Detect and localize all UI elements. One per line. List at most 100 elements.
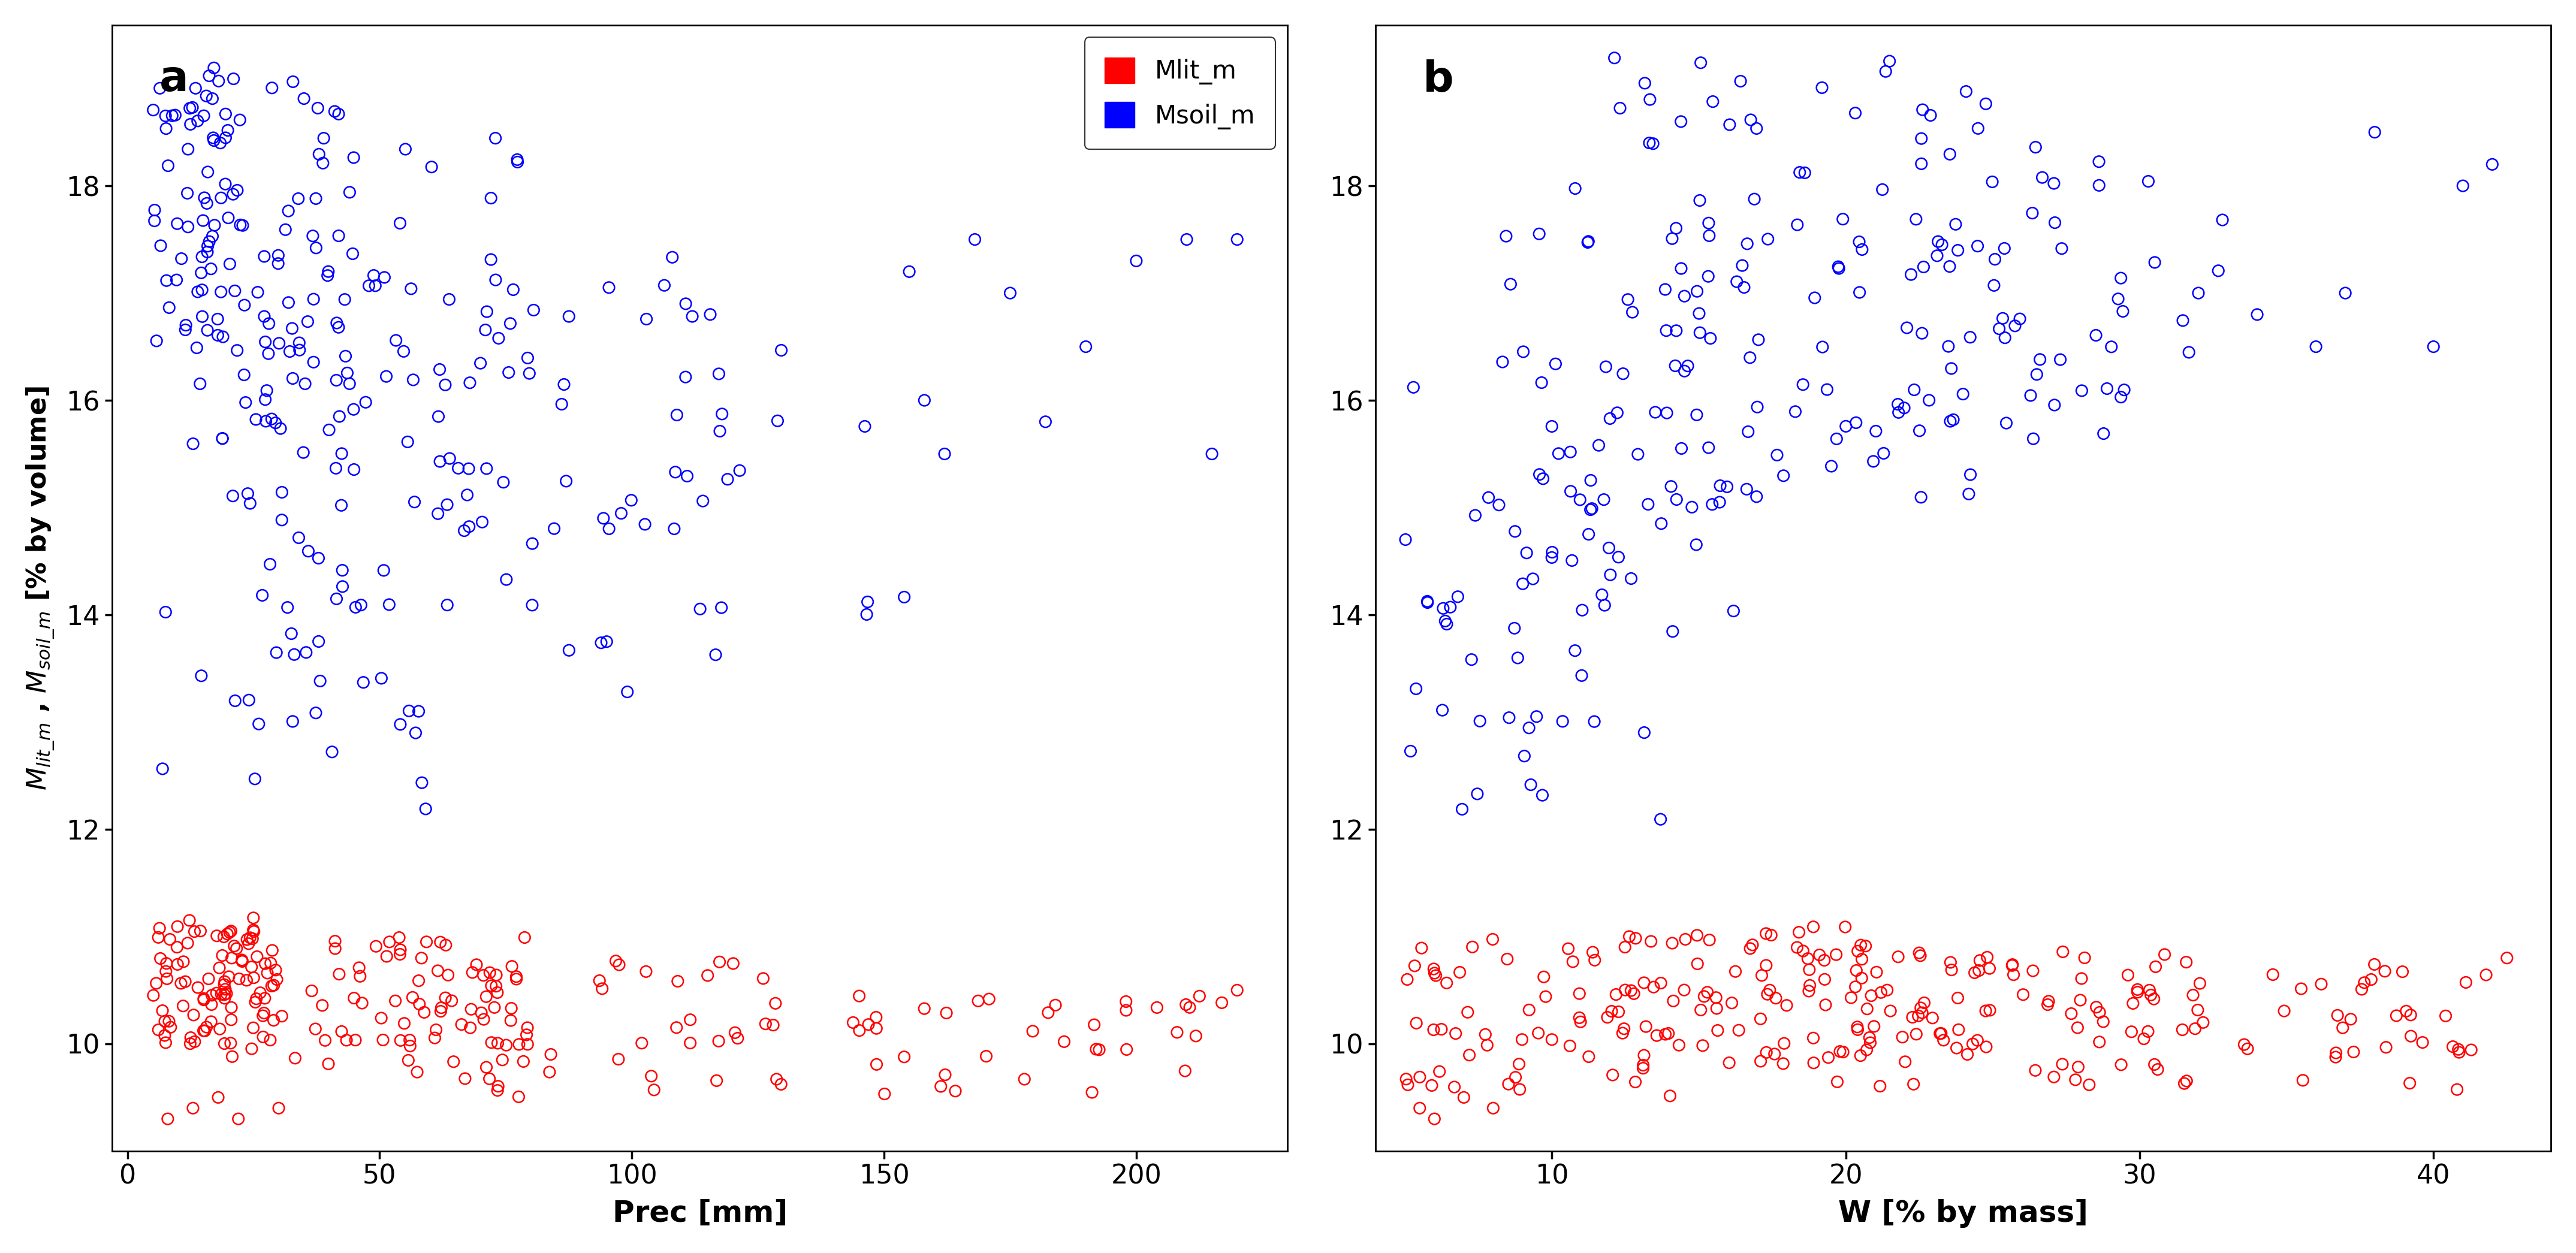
Point xyxy=(701,403,742,424)
Point xyxy=(2470,154,2512,174)
Point xyxy=(1569,1046,1610,1066)
Point xyxy=(1909,390,1950,410)
Point xyxy=(193,130,234,150)
Point xyxy=(415,1020,456,1040)
Point xyxy=(1422,599,1463,619)
Point xyxy=(505,927,546,947)
Point xyxy=(1677,405,1718,425)
Point xyxy=(188,66,229,86)
Point xyxy=(1036,995,1077,1015)
Point xyxy=(1401,938,1443,959)
Point xyxy=(242,1027,283,1048)
Point xyxy=(2465,965,2506,985)
Point xyxy=(268,342,309,362)
Point xyxy=(283,89,325,109)
Point xyxy=(1824,917,1865,937)
Point xyxy=(417,504,459,524)
Point xyxy=(144,105,185,125)
Point xyxy=(232,967,273,987)
Point xyxy=(1605,937,1646,957)
Point xyxy=(209,922,250,942)
Point xyxy=(1721,71,1762,91)
Point xyxy=(1736,486,1777,506)
Point xyxy=(229,494,270,514)
Point xyxy=(2061,381,2102,401)
Point xyxy=(1584,357,1625,377)
Point xyxy=(451,1017,492,1037)
Point xyxy=(1595,48,1636,68)
Point xyxy=(1721,256,1762,276)
Point xyxy=(1571,499,1613,519)
Point xyxy=(180,263,222,283)
Point xyxy=(443,521,484,541)
Point xyxy=(260,1006,301,1026)
Point xyxy=(2316,1042,2357,1063)
Point xyxy=(178,112,219,132)
Point xyxy=(1981,308,2022,328)
Point xyxy=(188,242,229,262)
Point xyxy=(193,58,234,78)
Point xyxy=(278,189,319,209)
Point xyxy=(884,1048,925,1068)
Point xyxy=(2133,1055,2174,1075)
Point xyxy=(1708,1053,1749,1073)
Point xyxy=(389,700,430,720)
Point xyxy=(170,114,211,134)
Point xyxy=(2002,985,2043,1005)
Point xyxy=(698,421,739,441)
Point xyxy=(144,119,185,139)
Point xyxy=(2092,337,2133,357)
Point xyxy=(2069,1075,2110,1095)
Point xyxy=(1623,1059,1664,1079)
Point xyxy=(273,71,314,91)
Point xyxy=(147,969,188,989)
Point xyxy=(587,519,629,539)
Point xyxy=(969,989,1010,1009)
Point xyxy=(384,139,425,159)
Point xyxy=(621,1032,662,1053)
Point xyxy=(417,961,459,981)
Point xyxy=(170,1027,211,1048)
Point xyxy=(1896,209,1937,229)
Point xyxy=(1551,442,1592,462)
Point xyxy=(1079,1040,1121,1060)
Point xyxy=(227,930,268,950)
Point xyxy=(1991,956,2032,976)
Point xyxy=(142,759,183,779)
Point xyxy=(384,1014,425,1034)
Point xyxy=(1561,600,1602,620)
Point xyxy=(1973,276,2014,296)
Point xyxy=(1595,985,1636,1005)
Point xyxy=(1553,178,1595,198)
Point xyxy=(1777,922,1819,942)
Point xyxy=(247,964,289,984)
Point xyxy=(1739,1051,1780,1071)
Point xyxy=(317,370,358,390)
Point xyxy=(1687,982,1728,1002)
Point xyxy=(139,918,180,938)
Point xyxy=(1406,591,1448,611)
Point xyxy=(2352,970,2393,990)
Point xyxy=(461,1002,502,1022)
Point xyxy=(1994,316,2035,336)
Point xyxy=(1654,991,1695,1011)
Point xyxy=(204,989,245,1009)
Point xyxy=(1793,1027,1834,1048)
Point xyxy=(379,1030,420,1050)
Point xyxy=(394,492,435,512)
Point xyxy=(1870,1001,1911,1021)
Point xyxy=(2354,123,2396,143)
Point xyxy=(332,148,374,168)
Point xyxy=(250,1030,291,1050)
Point xyxy=(1486,226,1528,246)
Point xyxy=(301,153,343,173)
Point xyxy=(273,368,314,388)
Point xyxy=(139,949,180,969)
Point xyxy=(245,332,286,352)
Point xyxy=(2020,350,2061,370)
Point xyxy=(232,928,273,949)
Point xyxy=(1896,1024,1937,1044)
Point xyxy=(492,999,533,1019)
Point xyxy=(198,71,240,91)
Point xyxy=(2022,168,2063,188)
